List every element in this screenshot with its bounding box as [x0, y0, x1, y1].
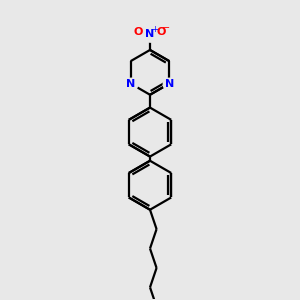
Text: O: O — [157, 27, 166, 37]
Text: +: + — [151, 25, 158, 34]
Text: N: N — [165, 79, 174, 88]
Text: −: − — [162, 22, 170, 33]
Text: N: N — [126, 79, 135, 88]
Text: O: O — [134, 27, 143, 37]
Text: N: N — [146, 29, 154, 39]
